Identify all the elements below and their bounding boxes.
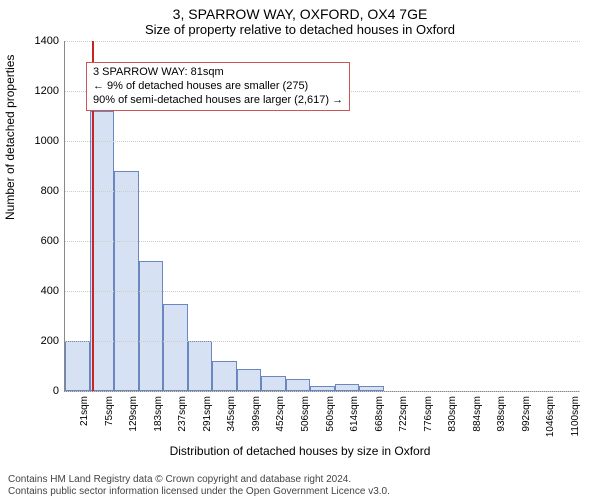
anno-line-3: 90% of semi-detached houses are larger (… — [93, 94, 343, 108]
histogram-bar — [65, 341, 90, 391]
histogram-bar — [139, 261, 164, 391]
x-tick-label: 345sqm — [226, 396, 237, 432]
histogram-bar — [114, 171, 139, 391]
y-tick-label: 1400 — [25, 35, 59, 47]
x-tick-label: 560sqm — [325, 396, 336, 432]
x-tick-label: 776sqm — [423, 396, 434, 432]
x-tick-label: 884sqm — [472, 396, 483, 432]
x-tick-label: 75sqm — [104, 396, 115, 426]
x-tick-label: 1100sqm — [570, 396, 581, 436]
x-tick-label: 614sqm — [349, 396, 360, 432]
gridline — [65, 291, 580, 292]
x-axis-label: Distribution of detached houses by size … — [8, 444, 592, 458]
footer: Contains HM Land Registry data © Crown c… — [8, 474, 592, 498]
x-tick-label: 506sqm — [300, 396, 311, 432]
x-tick-label: 237sqm — [177, 396, 188, 432]
page-title-line1: 3, SPARROW WAY, OXFORD, OX4 7GE — [8, 6, 592, 22]
x-tick-label: 129sqm — [128, 396, 139, 432]
x-tick-label: 452sqm — [275, 396, 286, 432]
x-tick-label: 938sqm — [496, 396, 507, 432]
footer-line-1: Contains HM Land Registry data © Crown c… — [8, 474, 592, 486]
y-tick-label: 600 — [25, 235, 59, 247]
y-tick-label: 800 — [25, 185, 59, 197]
x-tick-label: 722sqm — [398, 396, 409, 432]
gridline — [65, 141, 580, 142]
y-axis-label: Number of detached properties — [3, 55, 17, 220]
histogram-bar — [261, 376, 286, 391]
y-tick-label: 1000 — [25, 135, 59, 147]
footer-line-2: Contains public sector information licen… — [8, 486, 592, 498]
reference-annotation-box: 3 SPARROW WAY: 81sqm ← 9% of detached ho… — [86, 62, 350, 111]
gridline — [65, 341, 580, 342]
y-tick-label: 0 — [25, 385, 59, 397]
x-tick-label: 668sqm — [374, 396, 385, 432]
histogram-bar — [212, 361, 237, 391]
page-title-line2: Size of property relative to detached ho… — [8, 22, 592, 37]
x-tick-label: 1046sqm — [545, 396, 556, 437]
histogram-bar — [335, 384, 360, 392]
y-tick-label: 400 — [25, 285, 59, 297]
histogram-bar — [237, 369, 262, 392]
x-tick-label: 291sqm — [202, 396, 213, 432]
gridline — [65, 41, 580, 42]
x-ticks: 21sqm 75sqm 129sqm 183sqm 237sqm 291sqm 345sqm… — [64, 392, 580, 442]
y-tick-label: 200 — [25, 335, 59, 347]
anno-line-2: ← 9% of detached houses are smaller (275… — [93, 80, 343, 94]
gridline — [65, 241, 580, 242]
x-tick-label: 992sqm — [521, 396, 532, 432]
x-tick-label: 830sqm — [447, 396, 458, 432]
x-tick-label: 399sqm — [251, 396, 262, 432]
gridline — [65, 191, 580, 192]
x-tick-label: 183sqm — [153, 396, 164, 432]
histogram-bar — [163, 304, 188, 392]
x-tick-label: 21sqm — [79, 396, 90, 426]
histogram-bar — [286, 379, 311, 392]
histogram-bar — [188, 341, 213, 391]
y-tick-label: 1200 — [25, 85, 59, 97]
anno-line-1: 3 SPARROW WAY: 81sqm — [93, 66, 343, 80]
